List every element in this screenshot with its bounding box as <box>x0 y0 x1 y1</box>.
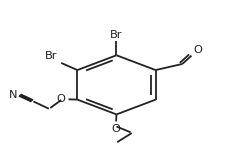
Text: O: O <box>193 45 202 55</box>
Text: Br: Br <box>45 51 57 61</box>
Text: Br: Br <box>110 30 123 40</box>
Text: N: N <box>9 90 18 100</box>
Text: O: O <box>112 124 120 134</box>
Text: O: O <box>57 94 65 104</box>
